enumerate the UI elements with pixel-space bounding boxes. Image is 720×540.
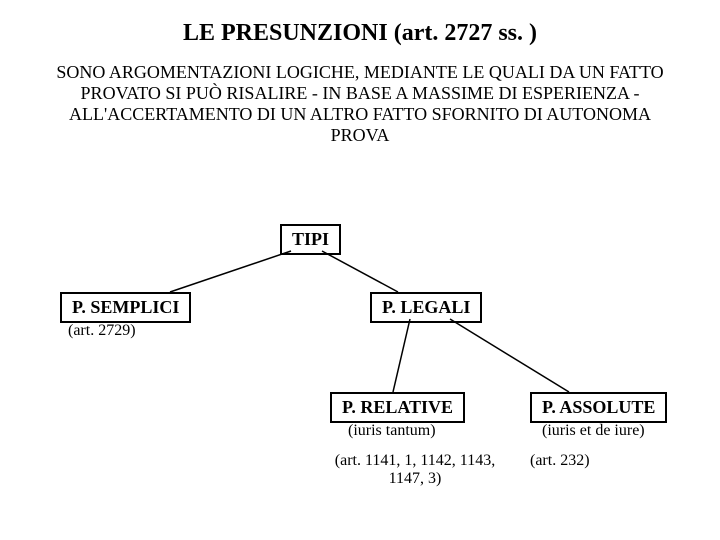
- node-semplici: P. SEMPLICI: [60, 292, 191, 323]
- page-title: LE PRESUNZIONI (art. 2727 ss. ): [0, 20, 720, 47]
- node-semplici-sub: (art. 2729): [68, 322, 136, 340]
- description-text: SONO ARGOMENTAZIONI LOGICHE, MEDIANTE LE…: [0, 62, 720, 146]
- node-assolute-sub1: (iuris et de iure): [542, 422, 645, 440]
- edge: [170, 251, 291, 292]
- node-assolute-sub2: (art. 232): [530, 452, 590, 470]
- node-legali: P. LEGALI: [370, 292, 482, 323]
- diagram-root: LE PRESUNZIONI (art. 2727 ss. ) SONO ARG…: [0, 0, 720, 540]
- node-tipi: TIPI: [280, 224, 341, 255]
- node-relative-sub2: (art. 1141, 1, 1142, 1143, 1147, 3): [330, 452, 500, 488]
- node-relative-sub1: (iuris tantum): [348, 422, 436, 440]
- node-relative: P. RELATIVE: [330, 392, 465, 423]
- edge: [393, 319, 410, 392]
- node-assolute: P. ASSOLUTE: [530, 392, 667, 423]
- edge: [450, 319, 569, 392]
- edge: [322, 251, 398, 292]
